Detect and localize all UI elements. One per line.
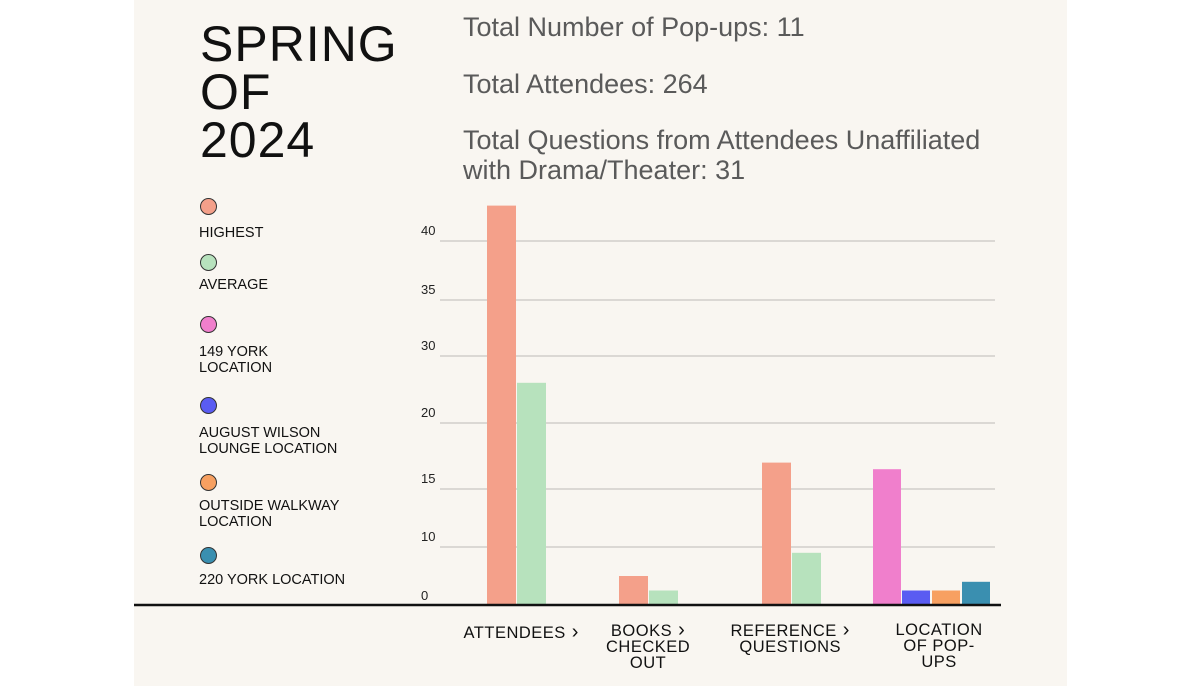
legend-label-149-york: 149 YORK LOCATION bbox=[199, 344, 379, 376]
x-category-label-line: QUESTIONS bbox=[739, 638, 842, 656]
chevron-right-icon: › bbox=[678, 619, 686, 641]
x-category-label-line: CHECKED bbox=[606, 638, 691, 656]
x-category-label: BOOKS › CHECKED OUT bbox=[606, 619, 691, 672]
chevron-right-icon: › bbox=[571, 621, 579, 643]
y-tick-label: 20 bbox=[421, 405, 435, 420]
infographic-panel: SPRING OF 2024 Total Number of Pop-ups: … bbox=[134, 0, 1067, 686]
legend-august-wilson-line-2: LOUNGE LOCATION bbox=[199, 441, 338, 457]
legend-dot-220-york bbox=[200, 547, 217, 564]
x-category-label: ATTENDEES › bbox=[463, 621, 579, 643]
y-tick-label: 10 bbox=[421, 529, 435, 544]
legend-label-august-wilson: AUGUST WILSON LOUNGE LOCATION bbox=[199, 425, 379, 457]
y-tick-label: 35 bbox=[421, 282, 435, 297]
bar-reference-questions-average bbox=[792, 552, 821, 605]
stat-total-attendees: Total Attendees: 264 bbox=[463, 69, 708, 99]
title-line-1: SPRING bbox=[200, 16, 398, 72]
x-category-label-line: OF POP- bbox=[903, 637, 975, 655]
bar-attendees-average bbox=[517, 382, 546, 605]
x-category-label-line: UPS bbox=[921, 653, 957, 671]
bar-location-of-pop-ups-august-wilson-lounge-location bbox=[902, 590, 930, 605]
y-tick-label: 15 bbox=[421, 471, 435, 486]
bar-reference-questions-highest bbox=[762, 462, 791, 605]
legend-label-220-york: 220 YORK LOCATION bbox=[199, 572, 379, 588]
x-category-label: REFERENCE › QUESTIONS bbox=[730, 619, 850, 656]
bar-location-of-pop-ups-outside-walkway-location bbox=[932, 590, 960, 605]
legend-label-highest: HIGHEST bbox=[199, 225, 379, 241]
legend-dot-august-wilson bbox=[200, 397, 217, 414]
legend-outside-walkway-line-2: LOCATION bbox=[199, 514, 273, 530]
legend-label-outside-walkway: OUTSIDE WALKWAY LOCATION bbox=[199, 498, 379, 530]
title-line-3: 2024 bbox=[200, 112, 316, 168]
bar-books-checked-out-average bbox=[649, 590, 678, 605]
legend-dot-average bbox=[200, 254, 217, 271]
bar-attendees-highest bbox=[487, 205, 516, 605]
legend-149-york-line-2: LOCATION bbox=[199, 360, 273, 376]
bar-books-checked-out-highest bbox=[619, 576, 648, 605]
legend-outside-walkway-line-1: OUTSIDE WALKWAY bbox=[199, 498, 340, 514]
y-tick-label: 0 bbox=[421, 588, 428, 603]
y-tick-label: 40 bbox=[421, 223, 435, 238]
legend-dot-highest bbox=[200, 198, 217, 215]
legend-highest-line-1: HIGHEST bbox=[199, 225, 264, 241]
x-category-label: LOCATION OF POP- UPS bbox=[895, 621, 983, 671]
x-category-label-line: ATTENDEES › bbox=[463, 621, 579, 643]
bar-location-of-pop-ups-149-york-location bbox=[873, 469, 901, 605]
chevron-right-icon: › bbox=[842, 619, 850, 641]
stat-unaffiliated-line-2: with Drama/Theater: 31 bbox=[463, 155, 746, 185]
x-category-label-line: REFERENCE › bbox=[730, 619, 850, 641]
x-category-label-line: OUT bbox=[629, 654, 667, 672]
page-title: SPRING OF 2024 bbox=[200, 16, 440, 168]
legend-dot-149-york bbox=[200, 316, 217, 333]
legend-dot-outside-walkway bbox=[200, 474, 217, 491]
x-category-label-line: BOOKS › bbox=[610, 619, 686, 641]
stat-unaffiliated-line-1: Total Questions from Attendees Unaffilia… bbox=[463, 125, 981, 155]
legend-220-york-line-1: 220 YORK LOCATION bbox=[199, 572, 346, 588]
legend-august-wilson-line-1: AUGUST WILSON bbox=[199, 425, 321, 441]
legend-label-average: AVERAGE bbox=[199, 277, 379, 293]
stat-unaffiliated-questions: Total Questions from Attendees Unaffilia… bbox=[463, 125, 980, 185]
y-tick-label: 30 bbox=[421, 338, 435, 353]
stat-total-popups: Total Number of Pop-ups: 11 bbox=[463, 12, 805, 42]
title-line-2: OF bbox=[200, 64, 272, 120]
x-category-label-line: LOCATION bbox=[895, 621, 983, 639]
bar-location-of-pop-ups-220-york-location bbox=[962, 581, 990, 605]
legend-average-line-1: AVERAGE bbox=[199, 277, 269, 293]
legend-149-york-line-1: 149 YORK bbox=[199, 344, 269, 360]
